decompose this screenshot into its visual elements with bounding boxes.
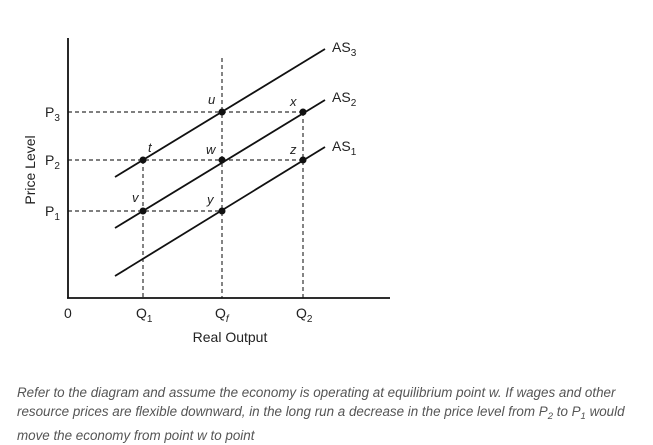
quantity-label: Qf (215, 305, 230, 325)
curve-label: AS1 (332, 138, 357, 158)
caption: Refer to the diagram and assume the econ… (17, 383, 645, 445)
diagram: u x t w z v y AS3 AS2 AS1 P3 P2 P1 0 Q1 … (22, 38, 390, 345)
price-label-sub: 3 (54, 113, 60, 124)
point-label: t (148, 140, 153, 155)
point-label: w (206, 142, 217, 157)
curve-label-sub: 1 (351, 147, 357, 158)
curve-label-sub: 2 (351, 98, 357, 109)
curve-label-sub: 3 (351, 48, 357, 59)
point (299, 108, 307, 116)
point-label: u (208, 92, 215, 107)
point-label: x (289, 94, 297, 109)
point (299, 156, 307, 164)
price-label-main: P (45, 203, 54, 219)
quantity-label-sub: f (226, 314, 230, 325)
price-label: P3 (45, 104, 60, 124)
point (139, 156, 147, 164)
curve-label-main: AS (332, 89, 351, 105)
quantity-label-sub: 1 (147, 314, 153, 325)
curve-label: AS2 (332, 89, 357, 109)
quantity-label: Q1 (136, 305, 153, 325)
origin-label: 0 (64, 305, 72, 321)
point (218, 207, 226, 215)
x-axis-label: Real Output (193, 329, 268, 345)
caption-text: to P (553, 404, 581, 419)
quantity-label-sub: 2 (307, 314, 313, 325)
price-label-main: P (45, 104, 54, 120)
quantity-label: Q2 (296, 305, 313, 325)
quantity-label-main: Q (136, 305, 147, 321)
price-label: P2 (45, 152, 60, 172)
points (139, 108, 307, 215)
point (218, 156, 226, 164)
point-label: z (289, 142, 297, 157)
caption-text: would move the economy from point w to p… (17, 404, 625, 443)
point (139, 207, 147, 215)
point (218, 108, 226, 116)
caption-text: Refer to the diagram and assume the econ… (17, 385, 616, 419)
as-curve (114, 99, 326, 229)
price-label-sub: 2 (54, 161, 60, 172)
y-axis-label: Price Level (22, 135, 38, 204)
caption-sub: 1 (580, 411, 586, 422)
price-label: P1 (45, 203, 60, 223)
quantity-label-main: Q (215, 305, 226, 321)
caption-sub: 2 (547, 411, 553, 422)
price-label-sub: 1 (54, 212, 60, 223)
curve-label: AS3 (332, 39, 357, 59)
curve-label-main: AS (332, 39, 351, 55)
price-label-main: P (45, 152, 54, 168)
point-label: v (132, 190, 140, 205)
curve-label-main: AS (332, 138, 351, 154)
quantity-label-main: Q (296, 305, 307, 321)
point-label: y (206, 192, 215, 207)
